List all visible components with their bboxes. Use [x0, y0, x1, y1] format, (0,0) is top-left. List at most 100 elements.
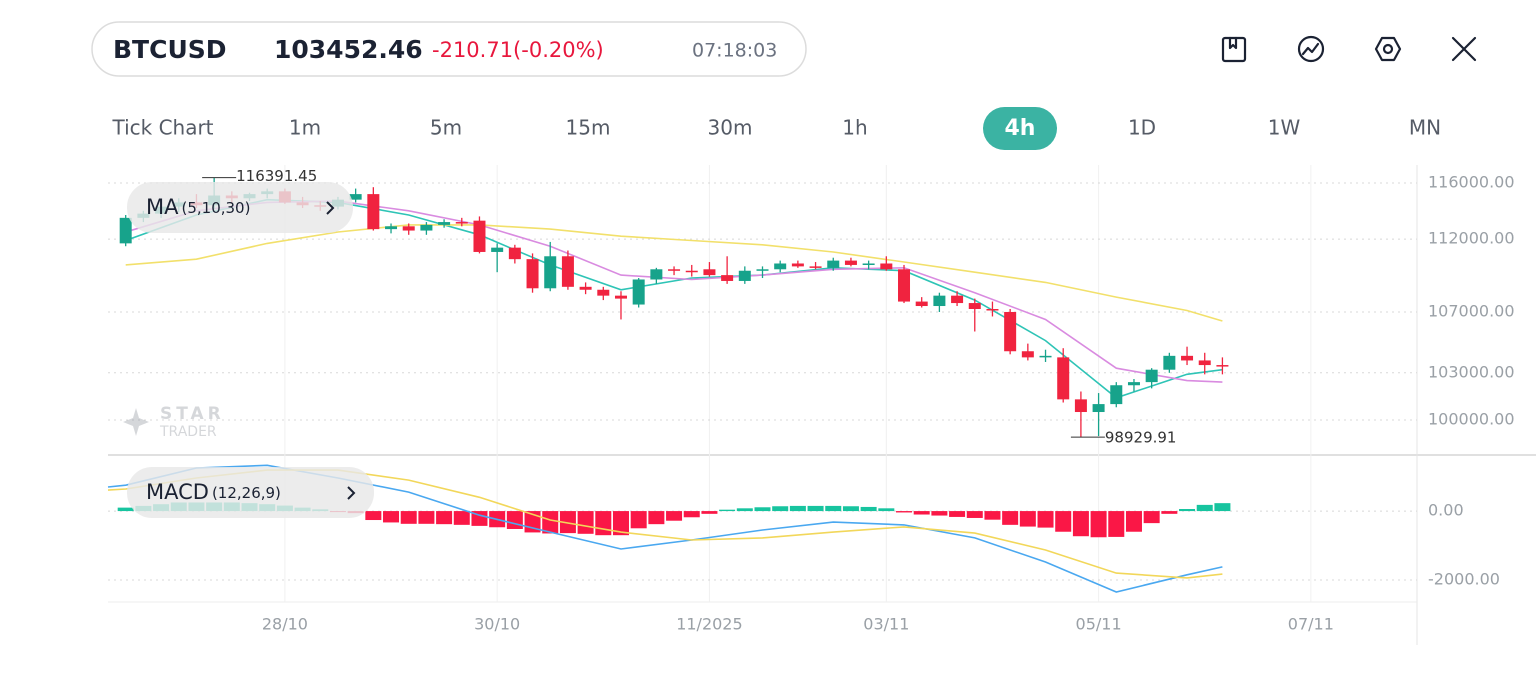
y-tick-label: 112000.00: [1428, 229, 1515, 248]
candle-body: [1163, 355, 1176, 370]
candle-body: [1198, 360, 1211, 366]
macd-bar: [949, 511, 966, 517]
candle-body: [526, 259, 539, 289]
macd-bar: [1072, 511, 1089, 537]
candle-body: [119, 217, 132, 244]
candle-body: [402, 226, 415, 231]
macd-bar: [648, 511, 665, 525]
candle-body: [791, 263, 804, 267]
macd-bar: [719, 509, 736, 512]
macd-bar: [1161, 511, 1178, 514]
candle-body: [951, 295, 964, 304]
macd-bar: [453, 511, 470, 525]
candle-body: [685, 270, 698, 273]
candle-body: [473, 220, 486, 252]
macd-bar: [878, 508, 895, 512]
indicator-line: [125, 224, 1223, 322]
timeframe-tab[interactable]: 1m: [289, 116, 321, 140]
price: 103452.46: [274, 35, 423, 64]
macd-bar: [984, 511, 1001, 520]
candle-body: [632, 279, 645, 305]
timeframe-tab[interactable]: 1D: [1128, 116, 1156, 140]
candle-body: [1181, 355, 1194, 361]
indicator-params: (5,10,30): [181, 199, 250, 217]
candle-body: [721, 275, 734, 281]
macd-bar: [436, 511, 453, 525]
candle-body: [614, 295, 627, 299]
candle-body: [915, 301, 928, 307]
candle-body: [756, 269, 769, 271]
watermark-logo: [123, 408, 149, 436]
candle-body: [420, 224, 433, 231]
indicator-params: (12,26,9): [212, 484, 281, 502]
candle-body: [827, 260, 840, 268]
chip-arrow: [326, 201, 335, 215]
candle-body: [1110, 385, 1123, 405]
macd-bar: [1037, 511, 1054, 528]
candle-body: [986, 308, 999, 311]
macd-bar: [1179, 509, 1196, 512]
settings-icon[interactable]: [1374, 36, 1402, 62]
candle-body: [491, 247, 504, 252]
timeframe-tab[interactable]: 4h: [1005, 116, 1036, 141]
macd-bar: [736, 508, 753, 512]
clock: 07:18:03: [692, 40, 777, 62]
candle-body: [1004, 311, 1017, 352]
y-tick-label: 100000.00: [1428, 409, 1515, 428]
macd-bar: [1002, 511, 1019, 525]
candle-body: [738, 270, 751, 281]
x-tick-label: 03/11: [863, 615, 909, 634]
macd-bar: [754, 507, 771, 512]
candle-body: [508, 247, 521, 260]
macd-bar: [117, 507, 134, 512]
macd-bar: [931, 511, 948, 516]
macd-bar: [860, 506, 877, 512]
candle-body: [933, 295, 946, 307]
timeframe-tab[interactable]: MN: [1409, 116, 1441, 140]
macd-bar: [1019, 511, 1036, 527]
macd-bar: [807, 505, 824, 512]
candle-body: [349, 194, 362, 200]
timeframe-tab[interactable]: 30m: [708, 116, 753, 140]
timeframe-tab[interactable]: Tick Chart: [111, 116, 213, 140]
indicator-chip[interactable]: MA (5,10,30): [127, 182, 353, 233]
low-label: 98929.91: [1105, 429, 1177, 447]
candle-body: [1021, 351, 1034, 358]
macd-bar: [701, 511, 718, 514]
timeframe-tab[interactable]: 1h: [842, 116, 867, 140]
timeframe-tab[interactable]: 15m: [566, 116, 611, 140]
indicator-icon[interactable]: [1297, 35, 1325, 63]
macd-bar: [842, 506, 859, 512]
y-tick-label: 103000.00: [1428, 362, 1515, 381]
macd-bar: [471, 511, 488, 526]
bookmark-icon[interactable]: [1221, 36, 1247, 63]
macd-bar: [966, 511, 983, 518]
macd-bar: [666, 511, 683, 521]
timeframe-tab[interactable]: 1W: [1268, 116, 1301, 140]
watermark-tagline: TRADER: [159, 424, 217, 440]
indicator-name: MACD (12,26,9): [146, 480, 281, 504]
chip-bg: [127, 467, 374, 518]
y-tick-label: 116000.00: [1428, 173, 1515, 192]
timeframe-tab[interactable]: 5m: [430, 116, 462, 140]
watermark-name: STAR: [160, 404, 225, 424]
candle-body: [774, 263, 787, 270]
close-icon[interactable]: [1451, 36, 1477, 62]
macd-bar: [383, 511, 400, 523]
active-tab-bg: [983, 107, 1057, 150]
chip-arrow: [347, 486, 356, 500]
y-tick-label: 0.00: [1428, 501, 1464, 520]
indicator-line: [107, 464, 1223, 593]
macd-bar: [418, 511, 435, 524]
candle-body: [862, 263, 875, 265]
macd-bar: [1055, 511, 1072, 532]
macd-bar: [1196, 504, 1213, 512]
chip-bg: [127, 182, 353, 233]
indicator-chip[interactable]: MACD (12,26,9): [127, 467, 374, 518]
candle-body: [579, 286, 592, 290]
indicator-name: MA (5,10,30): [146, 195, 250, 219]
candle-body: [809, 266, 822, 268]
candle-body: [1039, 355, 1052, 358]
